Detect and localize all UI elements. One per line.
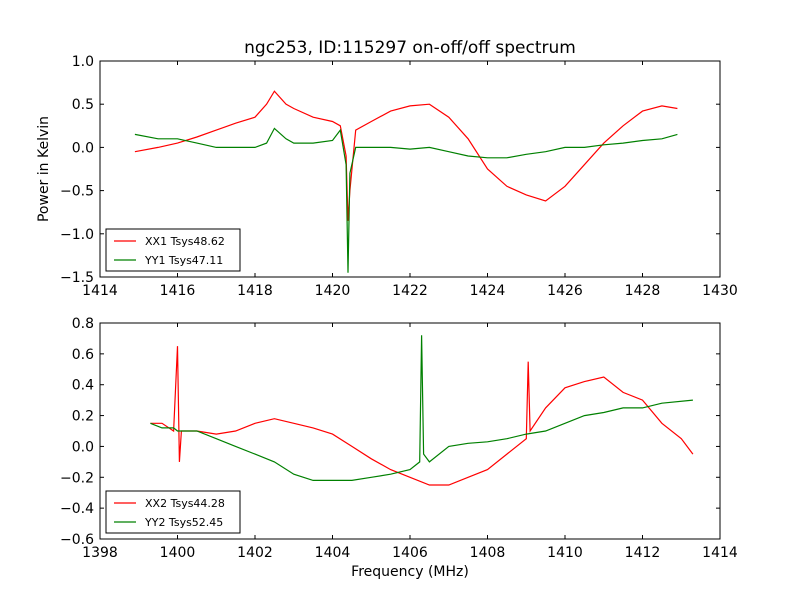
y-tick-label: −0.5 [60,184,94,200]
y-tick-label: 0.5 [72,97,94,113]
y-tick-label: −0.4 [60,501,94,517]
y-axis-label: Power in Kelvin [36,116,52,222]
x-tick-label: 1420 [315,283,351,299]
x-tick-label: 1414 [702,545,738,561]
y-tick-label: −0.2 [60,470,94,486]
bottom-plot: 1398 1400 1402 1404 1406 1408 1410 1412 1414 0.8 0… [60,316,738,561]
x-tick-label: 1400 [160,545,196,561]
x-tick-label: 1408 [470,545,506,561]
y-tick-label: −0.6 [60,532,94,548]
top-plot: 1414 1416 1418 1420 1422 1424 1426 1428 1430 1.0 0… [60,54,738,299]
legend-label: YY1 Tsys47.11 [144,254,223,267]
x-axis-label: Frequency (MHz) [351,564,469,580]
y-tick-label: 0.8 [72,316,94,332]
x-tick-label: 1416 [160,283,196,299]
x-tick-label: 1418 [237,283,273,299]
x-tick-label: 1412 [625,545,661,561]
x-tick-label: 1430 [702,283,738,299]
legend-label: XX1 Tsys48.62 [145,235,225,248]
y-tick-label: −1.5 [60,270,94,286]
legend-box [105,490,241,534]
figure-title: ngc253, ID:115297 on-off/off spectrum [244,38,576,58]
y-tick-label: 0.2 [72,409,94,425]
y-tick-label: −1.0 [60,227,94,243]
x-tick-label: 1422 [392,283,428,299]
x-tick-label: 1402 [237,545,273,561]
legend-label: YY2 Tsys52.45 [144,516,223,529]
series-line-xx [134,90,678,221]
series-line-yy [150,335,693,481]
x-tick-label: 1424 [470,283,506,299]
legend-label: XX2 Tsys44.28 [145,497,225,510]
x-tick-label: 1410 [547,545,583,561]
legend: XX2 Tsys44.28 YY2 Tsys52.45 [105,490,241,534]
x-tick-label: 1406 [392,545,428,561]
legend-box [105,228,241,272]
x-tick-label: 1428 [625,283,661,299]
y-tick-label: 0.0 [72,439,94,455]
y-tick-label: 0.6 [72,347,94,363]
y-tick-label: 1.0 [72,54,94,70]
x-tick-label: 1414 [82,283,118,299]
series-line-yy [134,127,678,273]
x-tick-label: 1426 [547,283,583,299]
x-tick-label: 1398 [82,545,118,561]
y-tick-label: 0.4 [72,378,94,394]
x-tick-label: 1404 [315,545,351,561]
legend: XX1 Tsys48.62 YY1 Tsys47.11 [105,228,241,272]
y-tick-label: 0.0 [72,140,94,156]
